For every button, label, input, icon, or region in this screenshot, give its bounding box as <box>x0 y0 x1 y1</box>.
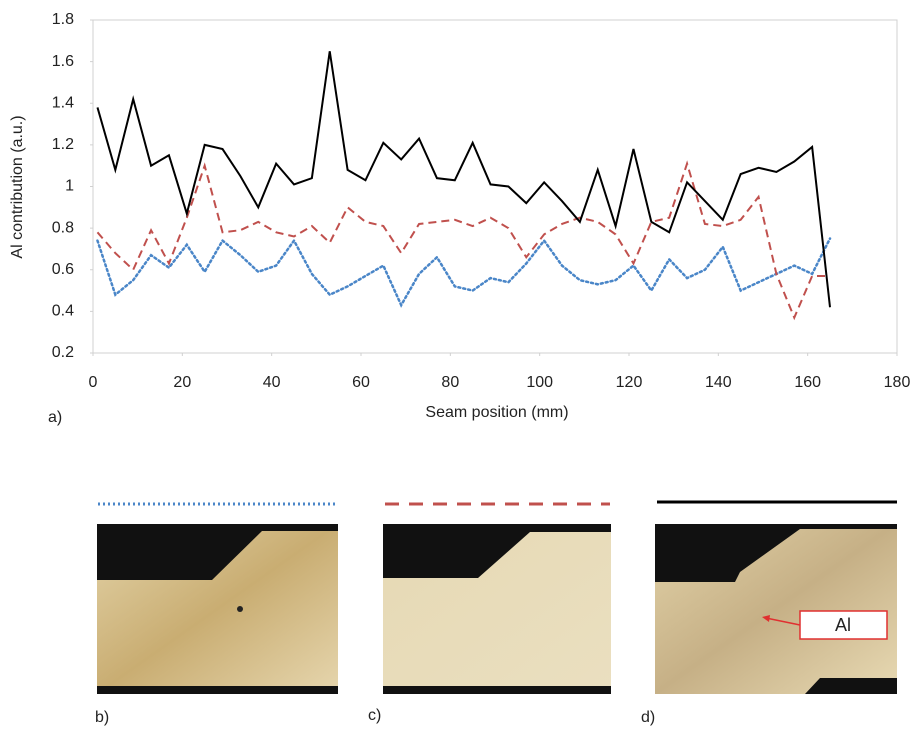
y-axis-title: Al contribution (a.u.) <box>9 115 26 258</box>
x-tick-label: 20 <box>173 374 191 391</box>
annotation: Al <box>835 615 851 635</box>
micrograph <box>383 524 611 694</box>
x-tick-label: 40 <box>263 374 281 391</box>
y-tick-label: 0.6 <box>52 261 74 278</box>
x-tick-label: 60 <box>352 374 370 391</box>
data-line <box>97 239 830 306</box>
panel-label: b) <box>95 709 109 726</box>
panel-label: a) <box>48 409 62 426</box>
y-tick-label: 1.2 <box>52 136 74 153</box>
x-tick-label: 160 <box>794 374 821 391</box>
x-tick-label: 80 <box>441 374 459 391</box>
micrograph: Al <box>655 524 897 694</box>
x-tick-label: 140 <box>705 374 732 391</box>
x-tick-label: 180 <box>884 374 911 391</box>
x-tick-label: 0 <box>89 374 98 391</box>
panel-label: d) <box>641 709 655 726</box>
y-tick-label: 0.2 <box>52 344 74 361</box>
data-line <box>97 164 830 318</box>
panel-label: c) <box>368 707 381 724</box>
y-tick-label: 0.8 <box>52 219 74 236</box>
y-tick-label: 1 <box>65 178 74 195</box>
plot-frame <box>93 20 897 353</box>
x-tick-label: 120 <box>616 374 643 391</box>
x-tick-label: 100 <box>526 374 553 391</box>
x-axis-title: Seam position (mm) <box>425 404 568 421</box>
y-tick-label: 1.8 <box>52 11 74 28</box>
y-tick-label: 1.6 <box>52 53 74 70</box>
micrograph <box>97 524 338 694</box>
figure: Seam position (mm) Al contribution (a.u.… <box>0 0 915 729</box>
y-tick-label: 0.4 <box>52 303 74 320</box>
y-tick-label: 1.4 <box>52 94 74 111</box>
